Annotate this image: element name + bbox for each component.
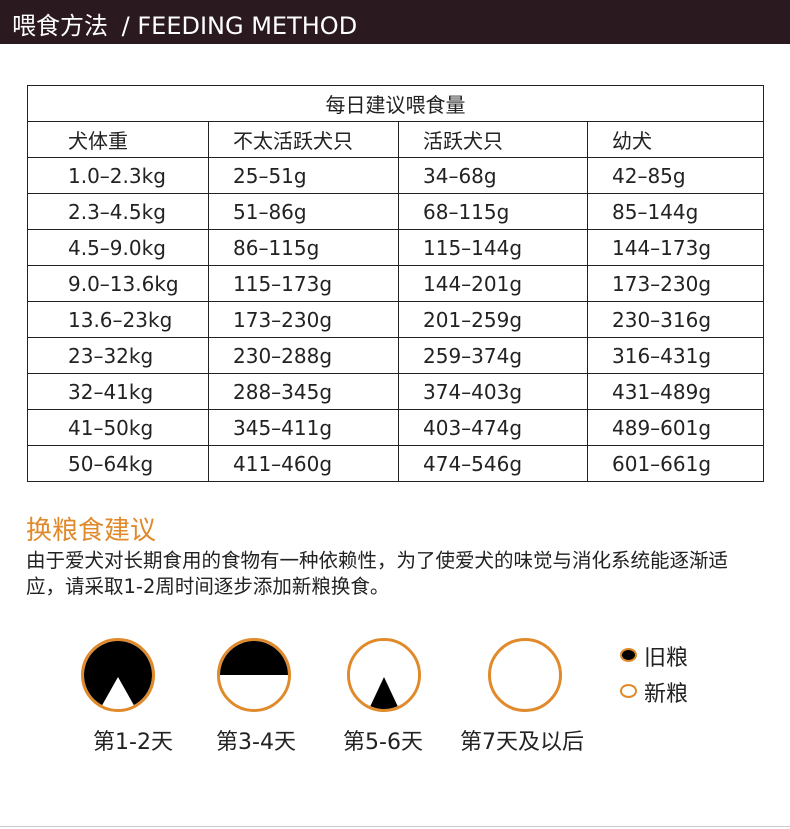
table-row: 50–64kg 411–460g 474–546g 601–661g	[27, 445, 764, 482]
stage-label: 第7天及以后	[460, 730, 584, 755]
table-cell: 50–64kg	[27, 445, 209, 482]
stage-label: 第3-4天	[216, 730, 296, 755]
table-row: 23–32kg 230–288g 259–374g 316–431g	[27, 337, 764, 374]
old-food-area	[84, 641, 152, 709]
column-header-weight: 犬体重	[27, 121, 209, 158]
table-cell: 173–230g	[208, 301, 399, 338]
table-cell: 230–316g	[587, 301, 764, 338]
table-cell: 34–68g	[398, 157, 588, 194]
page-title-zh: 喂食方法	[12, 12, 108, 40]
legend-new-label: 新粮	[644, 682, 689, 707]
table-cell: 601–661g	[587, 445, 764, 482]
table-row: 1.0–2.3kg 25–51g 34–68g 42–85g	[27, 157, 764, 194]
old-food-area	[220, 641, 288, 675]
table-cell: 115–173g	[208, 265, 399, 302]
table-caption: 每日建议喂食量	[27, 85, 764, 122]
table-cell: 144–201g	[398, 265, 588, 302]
table-cell: 25–51g	[208, 157, 399, 194]
page-header: 喂食方法 / FEEDING METHOD	[0, 0, 790, 44]
table-body: 1.0–2.3kg 25–51g 34–68g 42–85g 2.3–4.5kg 51–8…	[27, 157, 764, 482]
table-cell: 1.0–2.3kg	[27, 157, 209, 194]
table-cell: 431–489g	[587, 373, 764, 410]
table-row: 13.6–23kg 173–230g 201–259g 230–316g	[27, 301, 764, 338]
table-cell: 51–86g	[208, 193, 399, 230]
table-cell: 201–259g	[398, 301, 588, 338]
legend-old-label: 旧粮	[644, 646, 689, 671]
table-cell: 2.3–4.5kg	[27, 193, 209, 230]
table-cell: 68–115g	[398, 193, 588, 230]
table-cell: 230–288g	[208, 337, 399, 374]
table-row: 32–41kg 288–345g 374–403g 431–489g	[27, 373, 764, 410]
transition-circle	[488, 638, 562, 712]
table-cell: 288–345g	[208, 373, 399, 410]
table-cell: 23–32kg	[27, 337, 209, 374]
table-cell: 411–460g	[208, 445, 399, 482]
stage-label: 第5-6天	[343, 730, 423, 755]
feeding-table-wrap: 每日建议喂食量 犬体重 不太活跃犬只 活跃犬只 幼犬 1.0–2.3kg 25–5…	[27, 85, 764, 482]
table-row: 9.0–13.6kg 115–173g 144–201g 173–230g	[27, 265, 764, 302]
feeding-table: 每日建议喂食量 犬体重 不太活跃犬只 活跃犬只 幼犬 1.0–2.3kg 25–5…	[27, 85, 764, 482]
table-cell: 115–144g	[398, 229, 588, 266]
stage-label: 第1-2天	[93, 730, 173, 755]
table-cell: 41–50kg	[27, 409, 209, 446]
column-header-inactive: 不太活跃犬只	[208, 121, 399, 158]
table-cell: 474–546g	[398, 445, 588, 482]
table-cell: 374–403g	[398, 373, 588, 410]
table-row: 2.3–4.5kg 51–86g 68–115g 85–144g	[27, 193, 764, 230]
table-cell: 345–411g	[208, 409, 399, 446]
transition-description: 由于爱犬对长期食用的食物有一种依赖性，为了使爱犬的味觉与消化系统能逐渐适应，请采…	[26, 549, 729, 598]
table-cell: 86–115g	[208, 229, 399, 266]
transition-circle	[347, 638, 421, 712]
table-row: 41–50kg 345–411g 403–474g 489–601g	[27, 409, 764, 446]
table-cell: 173–230g	[587, 265, 764, 302]
table-cell: 403–474g	[398, 409, 588, 446]
new-food-dot-icon	[620, 684, 637, 698]
table-cell: 4.5–9.0kg	[27, 229, 209, 266]
table-cell: 144–173g	[587, 229, 764, 266]
table-cell: 316–431g	[587, 337, 764, 374]
table-cell: 85–144g	[587, 193, 764, 230]
table-cell: 9.0–13.6kg	[27, 265, 209, 302]
transition-circle	[81, 638, 155, 712]
column-header-puppy: 幼犬	[587, 121, 764, 158]
page-title: 喂食方法 / FEEDING METHOD	[12, 6, 357, 41]
old-food-area	[369, 677, 399, 709]
table-header-row: 犬体重 不太活跃犬只 活跃犬只 幼犬	[27, 121, 764, 158]
transition-circle	[217, 638, 291, 712]
table-row: 4.5–9.0kg 86–115g 115–144g 144–173g	[27, 229, 764, 266]
page-title-en: / FEEDING METHOD	[121, 12, 358, 40]
table-cell: 42–85g	[587, 157, 764, 194]
transition-title: 换粮食建议	[26, 516, 157, 546]
table-cell: 489–601g	[587, 409, 764, 446]
table-cell: 13.6–23kg	[27, 301, 209, 338]
column-header-active: 活跃犬只	[398, 121, 588, 158]
old-food-dot-icon	[620, 648, 637, 662]
table-cell: 259–374g	[398, 337, 588, 374]
table-cell: 32–41kg	[27, 373, 209, 410]
bottom-divider	[0, 826, 790, 827]
